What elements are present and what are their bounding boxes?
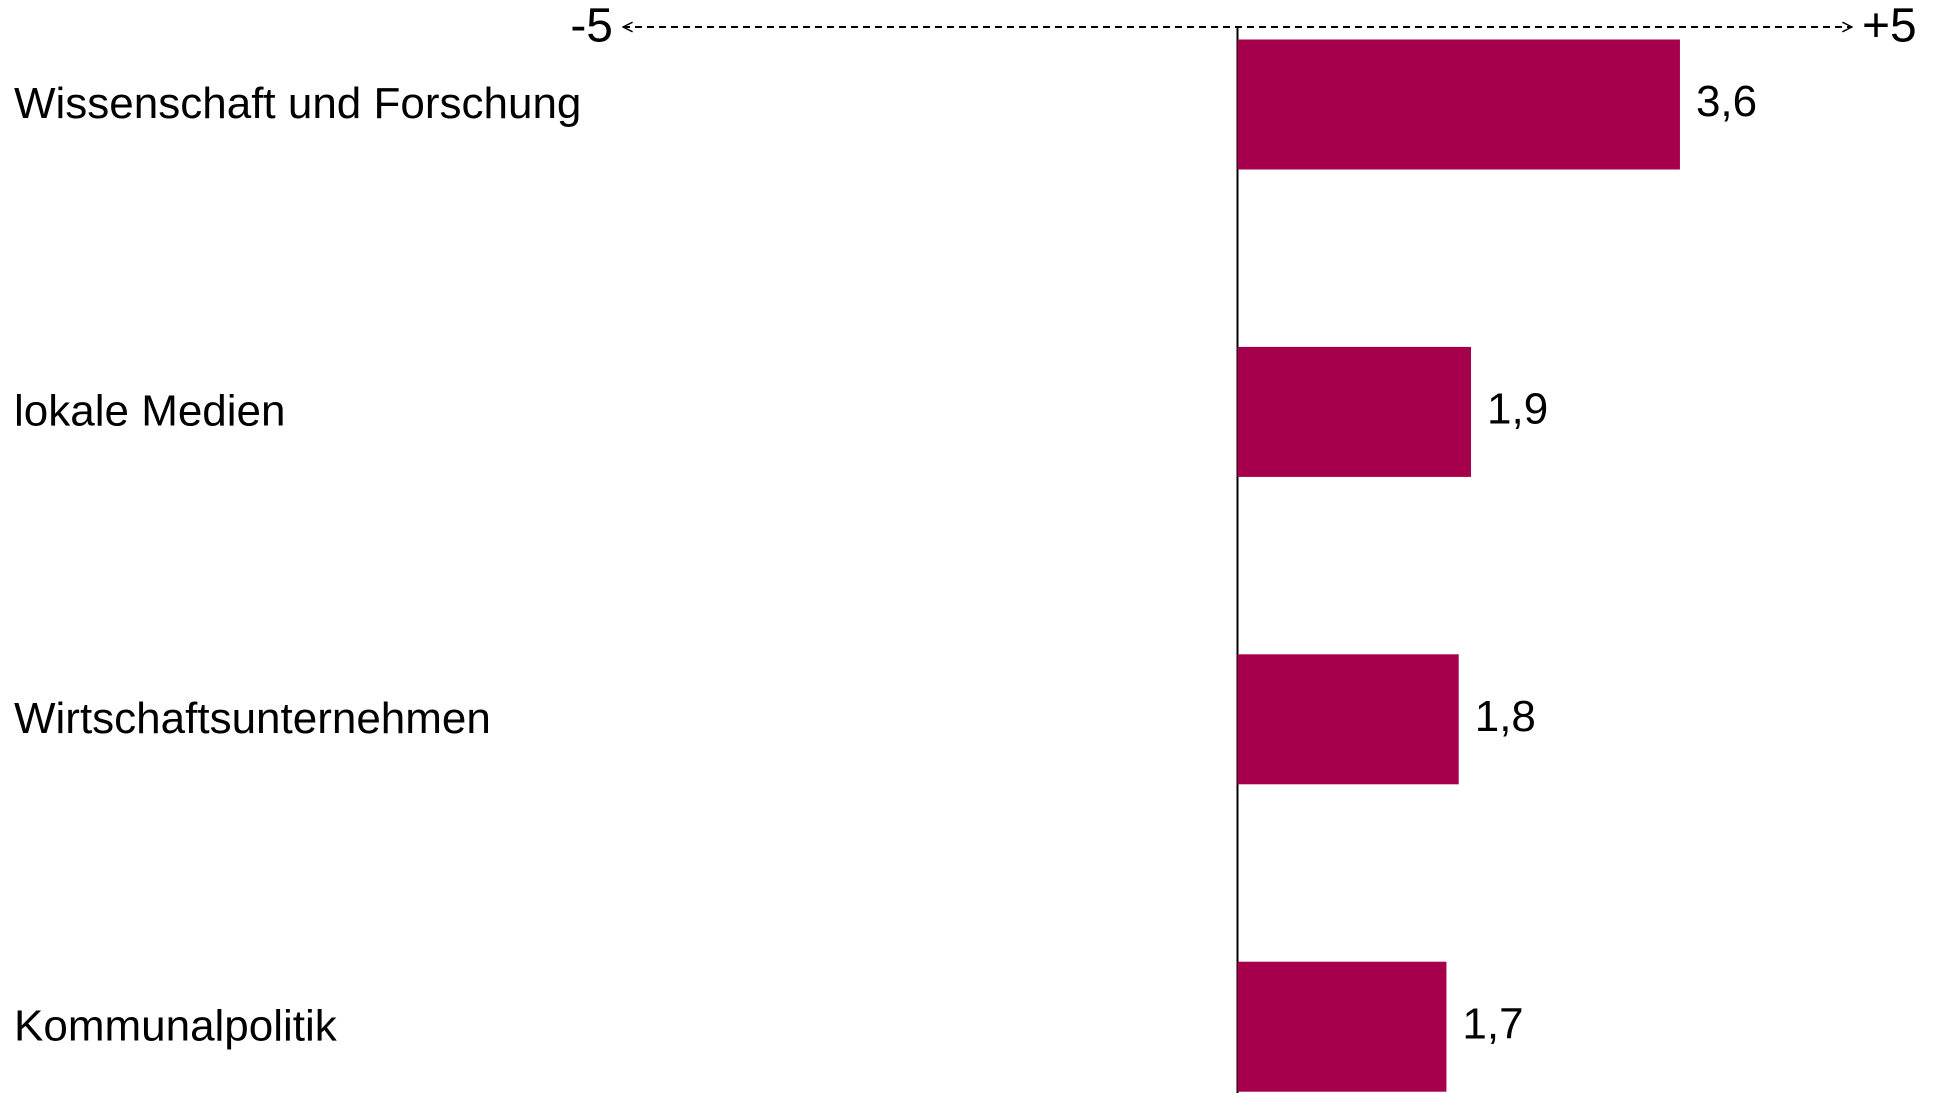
category-label: Wirtschaftsunternehmen [14, 694, 491, 743]
value-label: 1,8 [1475, 692, 1536, 741]
category-label: Kommunalpolitik [14, 1001, 338, 1050]
bar [1237, 654, 1459, 785]
bar [1237, 961, 1447, 1092]
x-tick-label: +5 [1862, 0, 1917, 53]
x-tick-label: -5 [570, 0, 613, 53]
category-label: lokale Medien [14, 387, 286, 436]
category-label: Wissenschaft und Forschung [14, 79, 581, 128]
value-label: 1,7 [1462, 999, 1523, 1048]
bar [1237, 346, 1472, 477]
value-label: 3,6 [1696, 77, 1757, 126]
bar [1237, 39, 1680, 170]
value-label: 1,9 [1487, 385, 1548, 434]
